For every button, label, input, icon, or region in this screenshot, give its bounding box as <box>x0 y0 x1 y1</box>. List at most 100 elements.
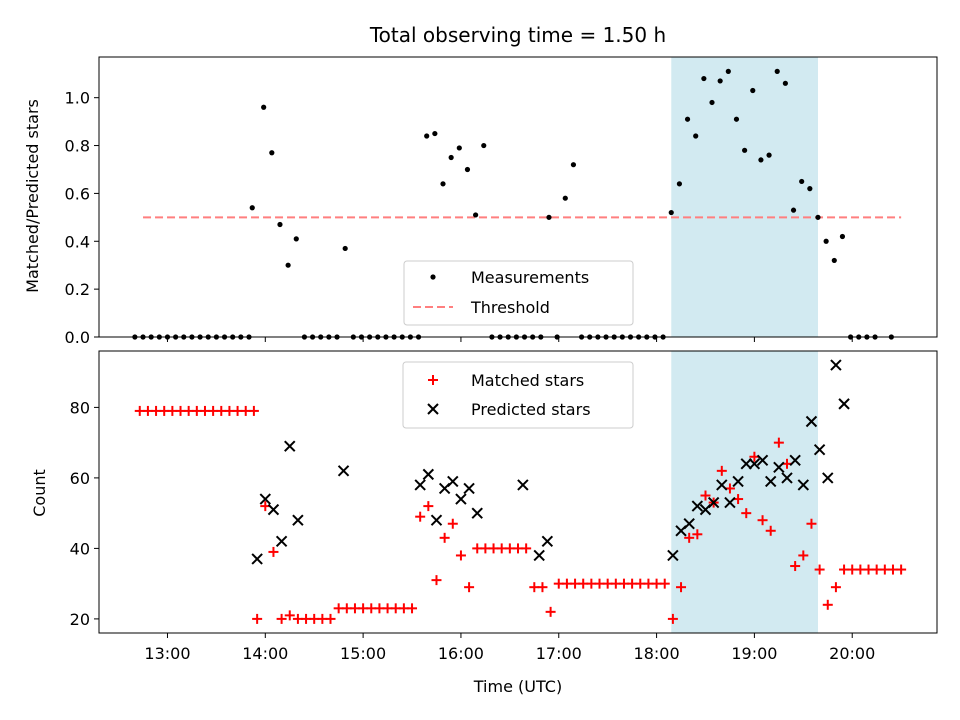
top-panel: 0.0 0.2 0.4 0.6 0.8 1.0 Measurements Threshold <box>65 56 938 347</box>
predicted-star-point <box>748 458 761 470</box>
predicted-star-point-b <box>805 415 818 428</box>
matched-star-point <box>447 518 458 529</box>
measurement-point <box>717 78 723 84</box>
measurement-point <box>277 221 283 228</box>
legend-measurements-label: Measurements <box>471 268 589 287</box>
measurement-point <box>750 87 756 94</box>
predicted-star-point <box>430 514 443 526</box>
predicted-star-point <box>691 500 704 512</box>
predicted-star-point-b <box>337 465 350 477</box>
predicted-star-point <box>838 398 850 410</box>
matched-star-point <box>423 501 434 512</box>
predicted-star-point-b <box>447 475 459 488</box>
predicted-star-point-b <box>275 535 288 548</box>
predicted-star-point <box>773 461 785 474</box>
measurement-point <box>432 130 438 137</box>
measurement-point <box>481 142 487 149</box>
predicted-star-point-b <box>838 398 850 410</box>
predicted-star-point-b <box>789 454 801 466</box>
x-tick-label: 20:00 <box>829 644 875 663</box>
bottom-y-axis-label: Count <box>30 469 49 517</box>
predicted-star-point <box>463 482 475 495</box>
x-tick-label: 16:00 <box>438 644 484 663</box>
measurement-point <box>261 104 267 110</box>
measurement-point <box>807 186 813 192</box>
predicted-star-point-b <box>748 458 761 470</box>
top-y-tick-label: 0.4 <box>65 232 90 251</box>
matched-star-point <box>439 532 450 543</box>
predicted-star-point-b <box>797 479 810 491</box>
predicted-star-point <box>830 359 842 371</box>
predicted-star-point <box>447 475 459 488</box>
x-tick-label: 14:00 <box>242 644 288 663</box>
matched-star-point <box>284 610 295 621</box>
measurement-point <box>342 245 348 252</box>
top-legend-box <box>403 260 634 326</box>
matched-star-point <box>773 437 784 448</box>
predicted-star-point <box>667 549 679 562</box>
predicted-star-point-b <box>667 549 679 562</box>
predicted-star-point <box>541 535 554 548</box>
bottom-observing-window <box>671 351 818 633</box>
measurement-point <box>668 209 674 216</box>
predicted-star-point <box>797 479 810 491</box>
matched-star-point <box>252 613 263 624</box>
predicted-star-point-b <box>773 461 785 474</box>
measurement-point <box>815 214 821 220</box>
legend-measurements-marker <box>430 274 436 280</box>
predicted-star-point <box>517 479 529 491</box>
matched-star-point <box>545 606 556 617</box>
x-tick-label: 19:00 <box>731 644 777 663</box>
matched-star-point <box>765 525 776 536</box>
matched-star-point <box>700 490 711 501</box>
measurement-point <box>766 152 772 158</box>
measurement-point <box>774 68 780 74</box>
predicted-star-point <box>275 535 288 548</box>
predicted-star-point-b <box>471 507 483 519</box>
predicted-star-point-b <box>430 514 443 526</box>
matched-star-point <box>716 465 727 476</box>
predicted-star-point <box>756 454 769 466</box>
measurement-point <box>733 116 740 122</box>
predicted-star-point <box>716 479 728 491</box>
predicted-star-point-b <box>463 482 475 495</box>
predicted-star-point-b <box>691 500 704 512</box>
predicted-star-point <box>337 465 350 477</box>
predicted-star-point <box>259 493 272 505</box>
matched-star-point <box>757 515 768 526</box>
matched-star-point <box>806 518 817 529</box>
matched-star-point <box>741 508 752 519</box>
predicted-star-point-b <box>533 549 545 562</box>
predicted-star-point-b <box>822 472 834 484</box>
predicted-star-point-b <box>251 553 263 565</box>
measurement-point <box>464 166 471 173</box>
legend-matched-marker <box>428 375 438 385</box>
measurement-point <box>546 214 552 220</box>
measurement-point <box>440 181 446 187</box>
matched-star-point <box>684 532 695 543</box>
top-observing-window <box>671 57 818 337</box>
top-y-tick-label: 0.6 <box>65 184 90 203</box>
matched-star-point <box>415 511 426 522</box>
measurement-point <box>562 195 568 201</box>
predicted-star-point <box>292 514 304 526</box>
measurement-point <box>758 157 764 163</box>
measurement-point <box>839 233 846 240</box>
bottom-y-tick-label: 40 <box>70 539 90 558</box>
predicted-star-point-b <box>541 535 554 548</box>
top-y-tick-label: 0.8 <box>65 137 90 156</box>
measurement-point <box>742 147 748 153</box>
x-tick-label: 15:00 <box>340 644 386 663</box>
matched-star-point <box>276 613 287 624</box>
x-tick-label: 13:00 <box>144 644 190 663</box>
predicted-star-point-b <box>292 514 304 526</box>
matched-star-point <box>798 550 809 561</box>
predicted-star-point <box>414 479 426 491</box>
predicted-star-point <box>267 503 280 516</box>
matched-star-point <box>325 613 336 624</box>
measurement-point <box>285 262 291 268</box>
matched-star-point <box>659 578 670 589</box>
predicted-star-point <box>683 518 695 530</box>
predicted-star-point <box>284 440 296 452</box>
